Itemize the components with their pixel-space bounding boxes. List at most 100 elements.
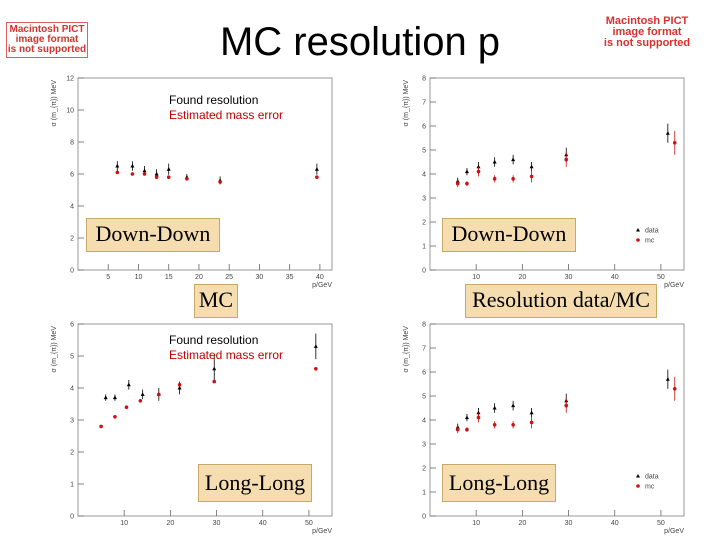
chart-long-long-data-mc: 0 1 2 3 4 5 6 7 8 10 20 30 40 50p/GeV σ (m_{π}) MeV dat… [403, 322, 685, 535]
y-tick-label: 5 [70, 354, 74, 361]
data-point [103, 395, 108, 400]
x-tick-label: 10 [135, 274, 143, 281]
y-tick-label: 7 [422, 346, 426, 353]
x-tick-label: 40 [611, 274, 619, 281]
y-tick-label: 8 [422, 322, 426, 329]
data-point [529, 420, 534, 425]
x-tick-label: 30 [256, 274, 264, 281]
y-tick-label: 12 [66, 76, 74, 83]
y-tick-label: 4 [70, 386, 74, 393]
legend-estimated-mass-error: Estimated mass error [169, 348, 284, 362]
data-point [511, 177, 515, 181]
x-axis-label: p/GeV [664, 528, 684, 535]
y-tick-label: 0 [70, 514, 74, 521]
x-tick-label: 40 [316, 274, 324, 281]
chart-long-long-mc: 0 1 2 3 4 5 6 10 20 30 40 50p/GeV σ (m_{π}) MeV [51, 322, 333, 535]
data-point [218, 180, 222, 184]
x-tick-label: 20 [166, 520, 174, 527]
y-tick-label: 2 [70, 450, 74, 457]
data-point [212, 379, 217, 384]
data-point [455, 427, 460, 432]
data-point [177, 385, 182, 390]
x-tick-label: 30 [213, 520, 221, 527]
legend-found-resolution: Found resolution [169, 333, 259, 347]
data-point [126, 382, 131, 387]
data-point [314, 167, 319, 171]
x-axis-label: p/GeV [312, 528, 332, 535]
y-tick-label: 5 [422, 394, 426, 401]
y-tick-label: 6 [70, 322, 74, 329]
label-resolution-data-mc: Resolution data/MC [465, 284, 657, 318]
data-point [529, 164, 534, 169]
y-tick-label: 4 [422, 172, 426, 179]
x-tick-label: 30 [565, 274, 573, 281]
data-point [138, 399, 143, 403]
label-down-down-left: Down-Down [86, 218, 220, 252]
data-point [465, 427, 469, 432]
y-tick-label: 6 [422, 370, 426, 377]
chart-down-down-data-mc: 0 1 2 3 4 5 6 7 8 10 20 30 40 50p/GeV σ (m_{π}) MeV dat… [403, 76, 685, 289]
placeholder-text-line: Macintosh PICT [605, 15, 689, 27]
x-tick-label: 15 [165, 274, 173, 281]
data-point [476, 415, 481, 420]
legend-label: data [645, 474, 659, 481]
y-tick-label: 0 [422, 514, 426, 521]
data-point [492, 159, 497, 164]
data-point [124, 405, 129, 409]
y-tick-label: 2 [422, 220, 426, 227]
y-axis-label: σ (m_{π}) MeV [51, 326, 58, 373]
slide-title: MC resolution p [219, 20, 501, 64]
x-tick-label: 50 [657, 520, 665, 527]
x-tick-label: 30 [565, 520, 573, 527]
data-point [154, 171, 159, 176]
y-tick-label: 1 [70, 482, 74, 489]
data-point [314, 367, 318, 371]
y-tick-label: 3 [422, 196, 426, 203]
data-point [464, 169, 469, 174]
legend-label: mc [645, 238, 655, 245]
legend-label: data [645, 228, 659, 235]
x-tick-label: 20 [518, 274, 526, 281]
y-tick-label: 7 [422, 100, 426, 107]
placeholder-text-line: is not supported [7, 44, 87, 55]
legend-marker [636, 238, 640, 242]
placeholder-text-line: Macintosh PICT [9, 24, 85, 35]
data-point [166, 175, 171, 179]
y-tick-label: 2 [70, 236, 74, 243]
data-point [130, 163, 135, 168]
data-point [511, 423, 515, 427]
y-tick-label: 1 [422, 490, 426, 497]
data-point [492, 177, 497, 181]
placeholder-text-line: image format [15, 34, 79, 45]
x-tick-label: 10 [472, 274, 480, 281]
x-axis-label: p/GeV [664, 282, 684, 289]
placeholder-text-line: is not supported [603, 37, 691, 49]
y-tick-label: 3 [422, 442, 426, 449]
x-tick-label: 20 [518, 520, 526, 527]
data-point [529, 410, 534, 415]
data-point [115, 163, 120, 168]
y-tick-label: 4 [422, 418, 426, 425]
x-tick-label: 10 [472, 520, 480, 527]
data-point [665, 377, 670, 381]
data-point [492, 423, 497, 427]
data-point [112, 395, 117, 400]
data-point [511, 157, 516, 162]
y-tick-label: 10 [66, 108, 74, 115]
y-tick-label: 5 [422, 148, 426, 155]
legend-text-bottom-left: Found resolution Estimated mass error [169, 333, 283, 363]
data-point [99, 424, 103, 429]
legend-marker [636, 474, 640, 478]
data-point [476, 169, 481, 174]
data-point [142, 168, 147, 173]
data-point [511, 403, 516, 408]
y-axis-label: σ (m_{π}) MeV [403, 326, 410, 373]
x-tick-label: 40 [611, 520, 619, 527]
data-point [166, 167, 171, 171]
data-point [115, 170, 120, 175]
data-point [157, 392, 161, 397]
x-tick-label: 50 [305, 520, 313, 527]
unsupported-image-placeholder-right: Macintosh PICT image format is not suppo… [582, 16, 712, 49]
legend-label: mc [645, 484, 655, 491]
y-tick-label: 0 [70, 268, 74, 275]
